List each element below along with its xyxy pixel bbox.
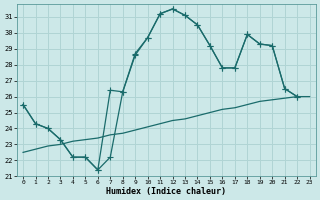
X-axis label: Humidex (Indice chaleur): Humidex (Indice chaleur) <box>106 187 226 196</box>
